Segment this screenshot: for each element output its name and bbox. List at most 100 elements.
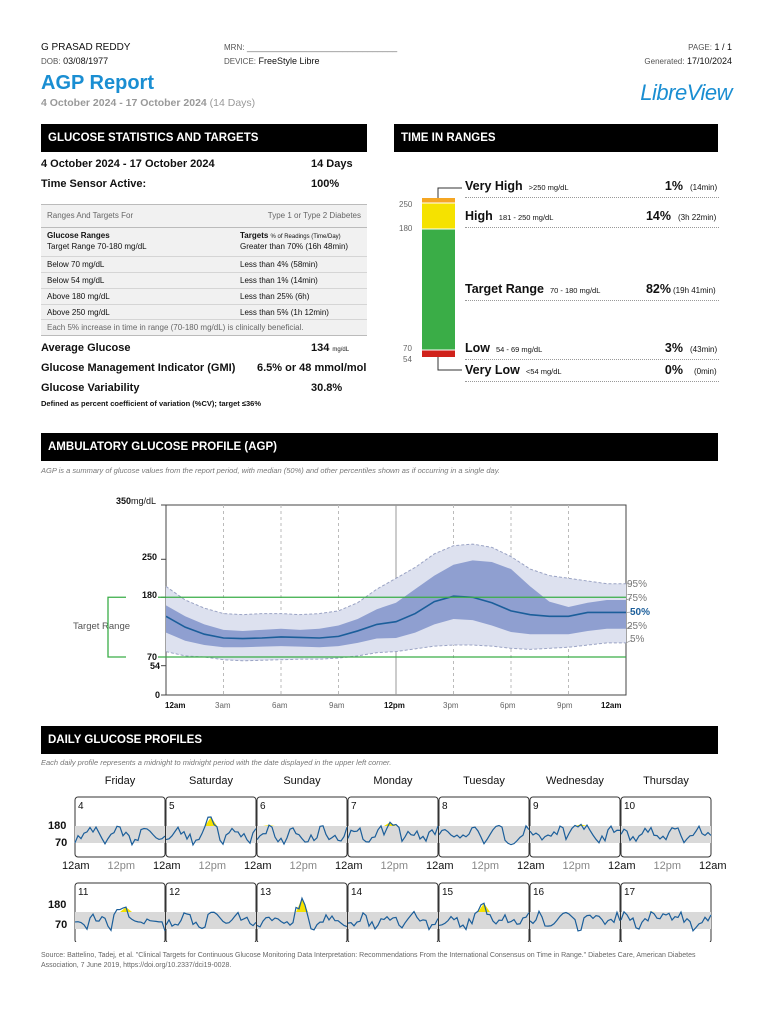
range-target: Less than 1% (14min) [240, 276, 318, 285]
tir-target-pct: 82% [645, 282, 671, 296]
range-name: Below 70 mg/dL [47, 260, 105, 269]
daily-x-tick: 12pm [107, 860, 136, 872]
daily-x-tick: 12am [335, 860, 363, 872]
agp-y-unit: mg/dL [131, 496, 157, 506]
daily-x-tick: 12am [62, 860, 90, 872]
daily-date-label: 15 [442, 887, 454, 898]
daily-x-tick: 12am [699, 860, 727, 872]
daily-cell: 10 [620, 796, 712, 858]
tir-bar-very-high [422, 198, 455, 203]
tir-low-range: 54 - 69 mg/dL [496, 345, 543, 354]
libreview-logo: LibreView [640, 80, 732, 105]
mrn-label: MRN: [224, 43, 245, 52]
daily-glucose-line [438, 902, 530, 931]
page-field: PAGE: 1 / 1 [688, 42, 732, 52]
daily-x-tick: 12pm [471, 860, 500, 872]
daily-date-label: 17 [624, 887, 636, 898]
tir-very-low-range: <54 mg/dL [525, 367, 562, 376]
weekday-label: Tuesday [463, 775, 505, 787]
daily-cell: 15 [438, 882, 530, 942]
agp-x-tick: 12am [601, 701, 622, 710]
daily-date-label: 14 [351, 887, 363, 898]
daily-glucose-line [165, 911, 257, 930]
tir-high-time: (3h 22min) [678, 213, 717, 222]
tir-target-time: (19h 41min) [673, 286, 716, 295]
targets-table: Ranges And Targets For Type 1 or Type 2 … [41, 204, 367, 336]
daily-cell: 8 [438, 796, 530, 858]
daily-glucose-line [529, 823, 621, 844]
daily-date-label: 10 [624, 801, 636, 812]
tir-very-low-label: Very Low <54 mg/dL [465, 363, 562, 377]
daily-y-70: 70 [55, 837, 68, 849]
patient-name: G PRASAD REDDY [41, 42, 131, 53]
agp-x-tick: 9am [329, 701, 345, 710]
variability-label: Glucose Variability [41, 382, 140, 394]
daily-target-band [75, 912, 165, 929]
agp-target-bracket [107, 596, 126, 658]
agp-chart [107, 504, 633, 696]
range-name: Above 180 mg/dL [47, 292, 110, 301]
agp-y-0: 0 [155, 690, 161, 700]
tir-very-high-name: Very High [465, 179, 523, 193]
tir-target-name: Target Range [465, 282, 544, 296]
tir-low-label: Low 54 - 69 mg/dL [465, 341, 542, 355]
range-target: Less than 25% (6h) [240, 292, 310, 301]
agp-header: AMBULATORY GLUCOSE PROFILE (AGP) [41, 433, 718, 461]
daily-glucose-line [256, 896, 348, 931]
range-target: Less than 4% (58min) [240, 260, 318, 269]
daily-glucose-line [620, 910, 712, 932]
table-row: Below 70 mg/dL Less than 4% (58min) [41, 256, 367, 272]
agp-target-label: Target Range [73, 621, 131, 632]
agp-x-tick: 3pm [443, 701, 459, 710]
sensor-active-row: Time Sensor Active: 100% [41, 178, 367, 190]
daily-date-label: 7 [351, 801, 357, 812]
weekday-label: Friday [104, 775, 136, 787]
targets-table-head-right: Type 1 or Type 2 Diabetes [267, 211, 361, 220]
daily-x-tick: 12am [244, 860, 272, 872]
tir-dotted-line [465, 197, 719, 198]
range-name: Above 250 mg/dL [47, 308, 110, 317]
dob-field: DOB: 03/08/1977 [41, 56, 108, 66]
daily-target-band [257, 826, 347, 843]
table-row: Above 180 mg/dL Less than 25% (6h) [41, 288, 367, 304]
agp-leader-line [625, 597, 633, 601]
tir-high-name: High [465, 209, 493, 223]
tir-bar-high [422, 203, 455, 229]
sensor-active-value: 100% [311, 178, 340, 190]
col-glucose-ranges: Glucose Ranges [47, 231, 110, 240]
daily-glucose-line [347, 910, 439, 931]
daily-profiles-header: DAILY GLUCOSE PROFILES [41, 726, 718, 754]
daily-x-tick: 12am [153, 860, 181, 872]
weekday-label: Thursday [643, 775, 689, 787]
tir-axis-250: 250 [399, 200, 413, 209]
daily-cell: 17 [620, 882, 712, 942]
weekday-label: Saturday [188, 775, 234, 787]
agp-y-70: 70 [147, 652, 158, 662]
targets-table-head-left: Ranges And Targets For [47, 211, 134, 220]
col-targets-label: Targets [240, 231, 269, 240]
daily-glucose-line [347, 821, 439, 843]
gmi-label: Glucose Management Indicator (GMI) [41, 362, 236, 374]
dob-label: DOB: [41, 57, 61, 66]
table-row: Below 54 mg/dL Less than 1% (14min) [41, 272, 367, 288]
weekday-label: Wednesday [546, 775, 604, 787]
agp-pct-5: 5% [630, 634, 645, 645]
daily-x-tick: 12am [426, 860, 454, 872]
daily-glucose-line [620, 824, 712, 844]
tir-very-high-pct: 1% [664, 179, 683, 193]
agp-line-median [165, 595, 626, 640]
daily-glucose-line [165, 816, 257, 847]
daily-date-label: 9 [533, 801, 539, 812]
daily-glucose-line [438, 824, 530, 846]
daily-x-tick: 12am [608, 860, 636, 872]
tir-dotted-line [465, 300, 719, 301]
stats-period: 4 October 2024 - 17 October 2024 [41, 158, 215, 170]
tir-high-label: High 181 - 250 mg/dL [465, 209, 553, 223]
avg-glucose-unit: mg/dL [332, 347, 350, 353]
agp-x-tick: 6am [272, 701, 288, 710]
agp-leader-line [625, 625, 633, 630]
agp-x-tick: 3am [215, 701, 231, 710]
daily-y-180: 180 [48, 820, 67, 832]
tir-axis-54: 54 [403, 355, 412, 364]
device-label: DEVICE: [224, 57, 257, 66]
